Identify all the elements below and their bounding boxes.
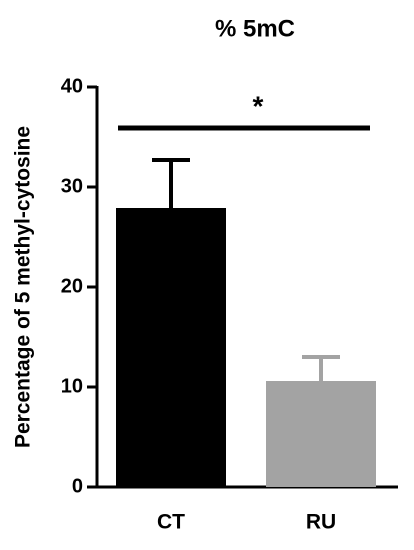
bar bbox=[116, 208, 226, 487]
y-tick-label: 40 bbox=[61, 75, 83, 97]
y-tick-label: 0 bbox=[72, 475, 83, 497]
x-tick-label: RU bbox=[306, 511, 336, 534]
y-tick-label: 30 bbox=[61, 175, 83, 197]
y-tick-label: 20 bbox=[61, 275, 83, 297]
y-tick-label: 10 bbox=[61, 375, 83, 397]
x-tick-label: CT bbox=[157, 511, 185, 534]
bar bbox=[266, 381, 376, 487]
chart-title: % 5mC bbox=[215, 15, 295, 42]
y-axis-label: Percentage of 5 methyl-cytosine bbox=[12, 126, 35, 448]
significance-star: * bbox=[253, 90, 264, 121]
